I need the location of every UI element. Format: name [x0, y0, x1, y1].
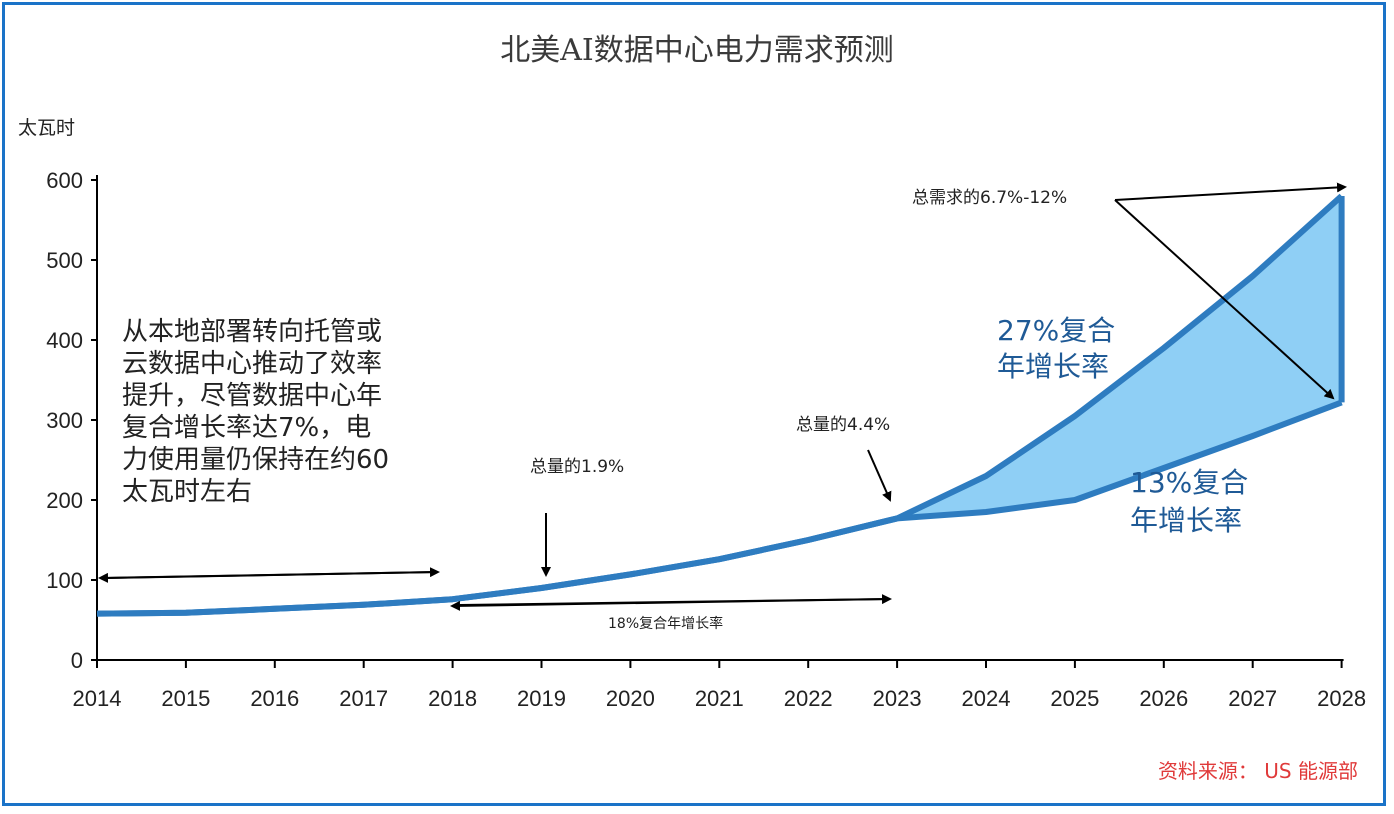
left-note: 从本地部署转向托管或 云数据中心推动了效率 提升，尽管数据中心年 复合增长率达7…	[122, 317, 397, 507]
cagr-low-line: 年增长率	[1130, 504, 1242, 537]
arrow-2028-low	[1114, 199, 1335, 400]
left-note-line: 提升，尽管数据中心年	[122, 381, 382, 411]
cagr-high-line: 27%复合	[997, 314, 1115, 347]
left-note-line: 力使用量仍保持在约60	[122, 445, 389, 475]
x-tick-label: 2018	[428, 686, 477, 711]
share-2023-label: 总量的4.4%	[796, 415, 890, 435]
y-tick-label: 100	[46, 568, 83, 593]
y-tick-label: 600	[46, 168, 83, 193]
cagr-high-label: 27%复合 年增长率	[997, 314, 1124, 383]
y-tick-label: 500	[46, 248, 83, 273]
x-tick-label: 2028	[1317, 686, 1366, 711]
series-line-low	[96, 399, 1343, 617]
source-label: 资料来源： US 能源部	[1158, 759, 1358, 783]
chart-title: 北美AI数据中心电力需求预测	[500, 33, 894, 68]
x-tick-label: 2016	[250, 686, 299, 711]
cagr-mid-label: 18%复合年增长率	[608, 615, 723, 632]
cagr-low-label: 13%复合 年增长率	[1130, 466, 1257, 537]
arrow-left-span-left	[98, 571, 439, 583]
annotation-arrows	[98, 182, 1347, 611]
forecast-band	[897, 196, 1342, 519]
y-axis: 0 100 200 300 400 500 600	[46, 168, 98, 673]
x-tick-label: 2017	[339, 686, 388, 711]
left-note-line: 云数据中心推动了效率	[122, 349, 382, 379]
x-tick-label: 2022	[784, 686, 833, 711]
x-axis: 2014 2015 2016 2017 2018 2019 2020 2021 2022 2023…	[73, 659, 1366, 711]
x-tick-label: 2019	[517, 686, 566, 711]
arrow-2023	[867, 449, 892, 502]
cagr-low-line: 13%复合	[1130, 466, 1248, 499]
left-note-line: 复合增长率达7%，电	[122, 413, 371, 443]
x-tick-label: 2014	[73, 686, 122, 711]
share-2028-label: 总需求的6.7%-12%	[912, 188, 1067, 208]
y-tick-label: 400	[46, 328, 83, 353]
x-tick-label: 2025	[1050, 686, 1099, 711]
x-tick-label: 2023	[873, 686, 922, 711]
x-tick-label: 2015	[161, 686, 210, 711]
arrow-2028-high	[1114, 182, 1347, 201]
y-tick-label: 300	[46, 408, 83, 433]
cagr-high-line: 年增长率	[997, 350, 1109, 383]
x-tick-label: 2024	[962, 686, 1011, 711]
left-note-line: 太瓦时左右	[122, 477, 252, 507]
y-tick-label: 200	[46, 488, 83, 513]
share-2019-label: 总量的1.9%	[530, 457, 624, 477]
y-axis-unit: 太瓦时	[18, 117, 75, 139]
x-tick-label: 2021	[695, 686, 744, 711]
left-note-line: 从本地部署转向托管或	[122, 317, 382, 347]
x-tick-label: 2020	[606, 686, 655, 711]
x-tick-label: 2026	[1139, 686, 1188, 711]
y-tick-label: 0	[71, 648, 83, 673]
arrow-mid-span-left	[450, 598, 891, 611]
x-tick-label: 2027	[1228, 686, 1277, 711]
